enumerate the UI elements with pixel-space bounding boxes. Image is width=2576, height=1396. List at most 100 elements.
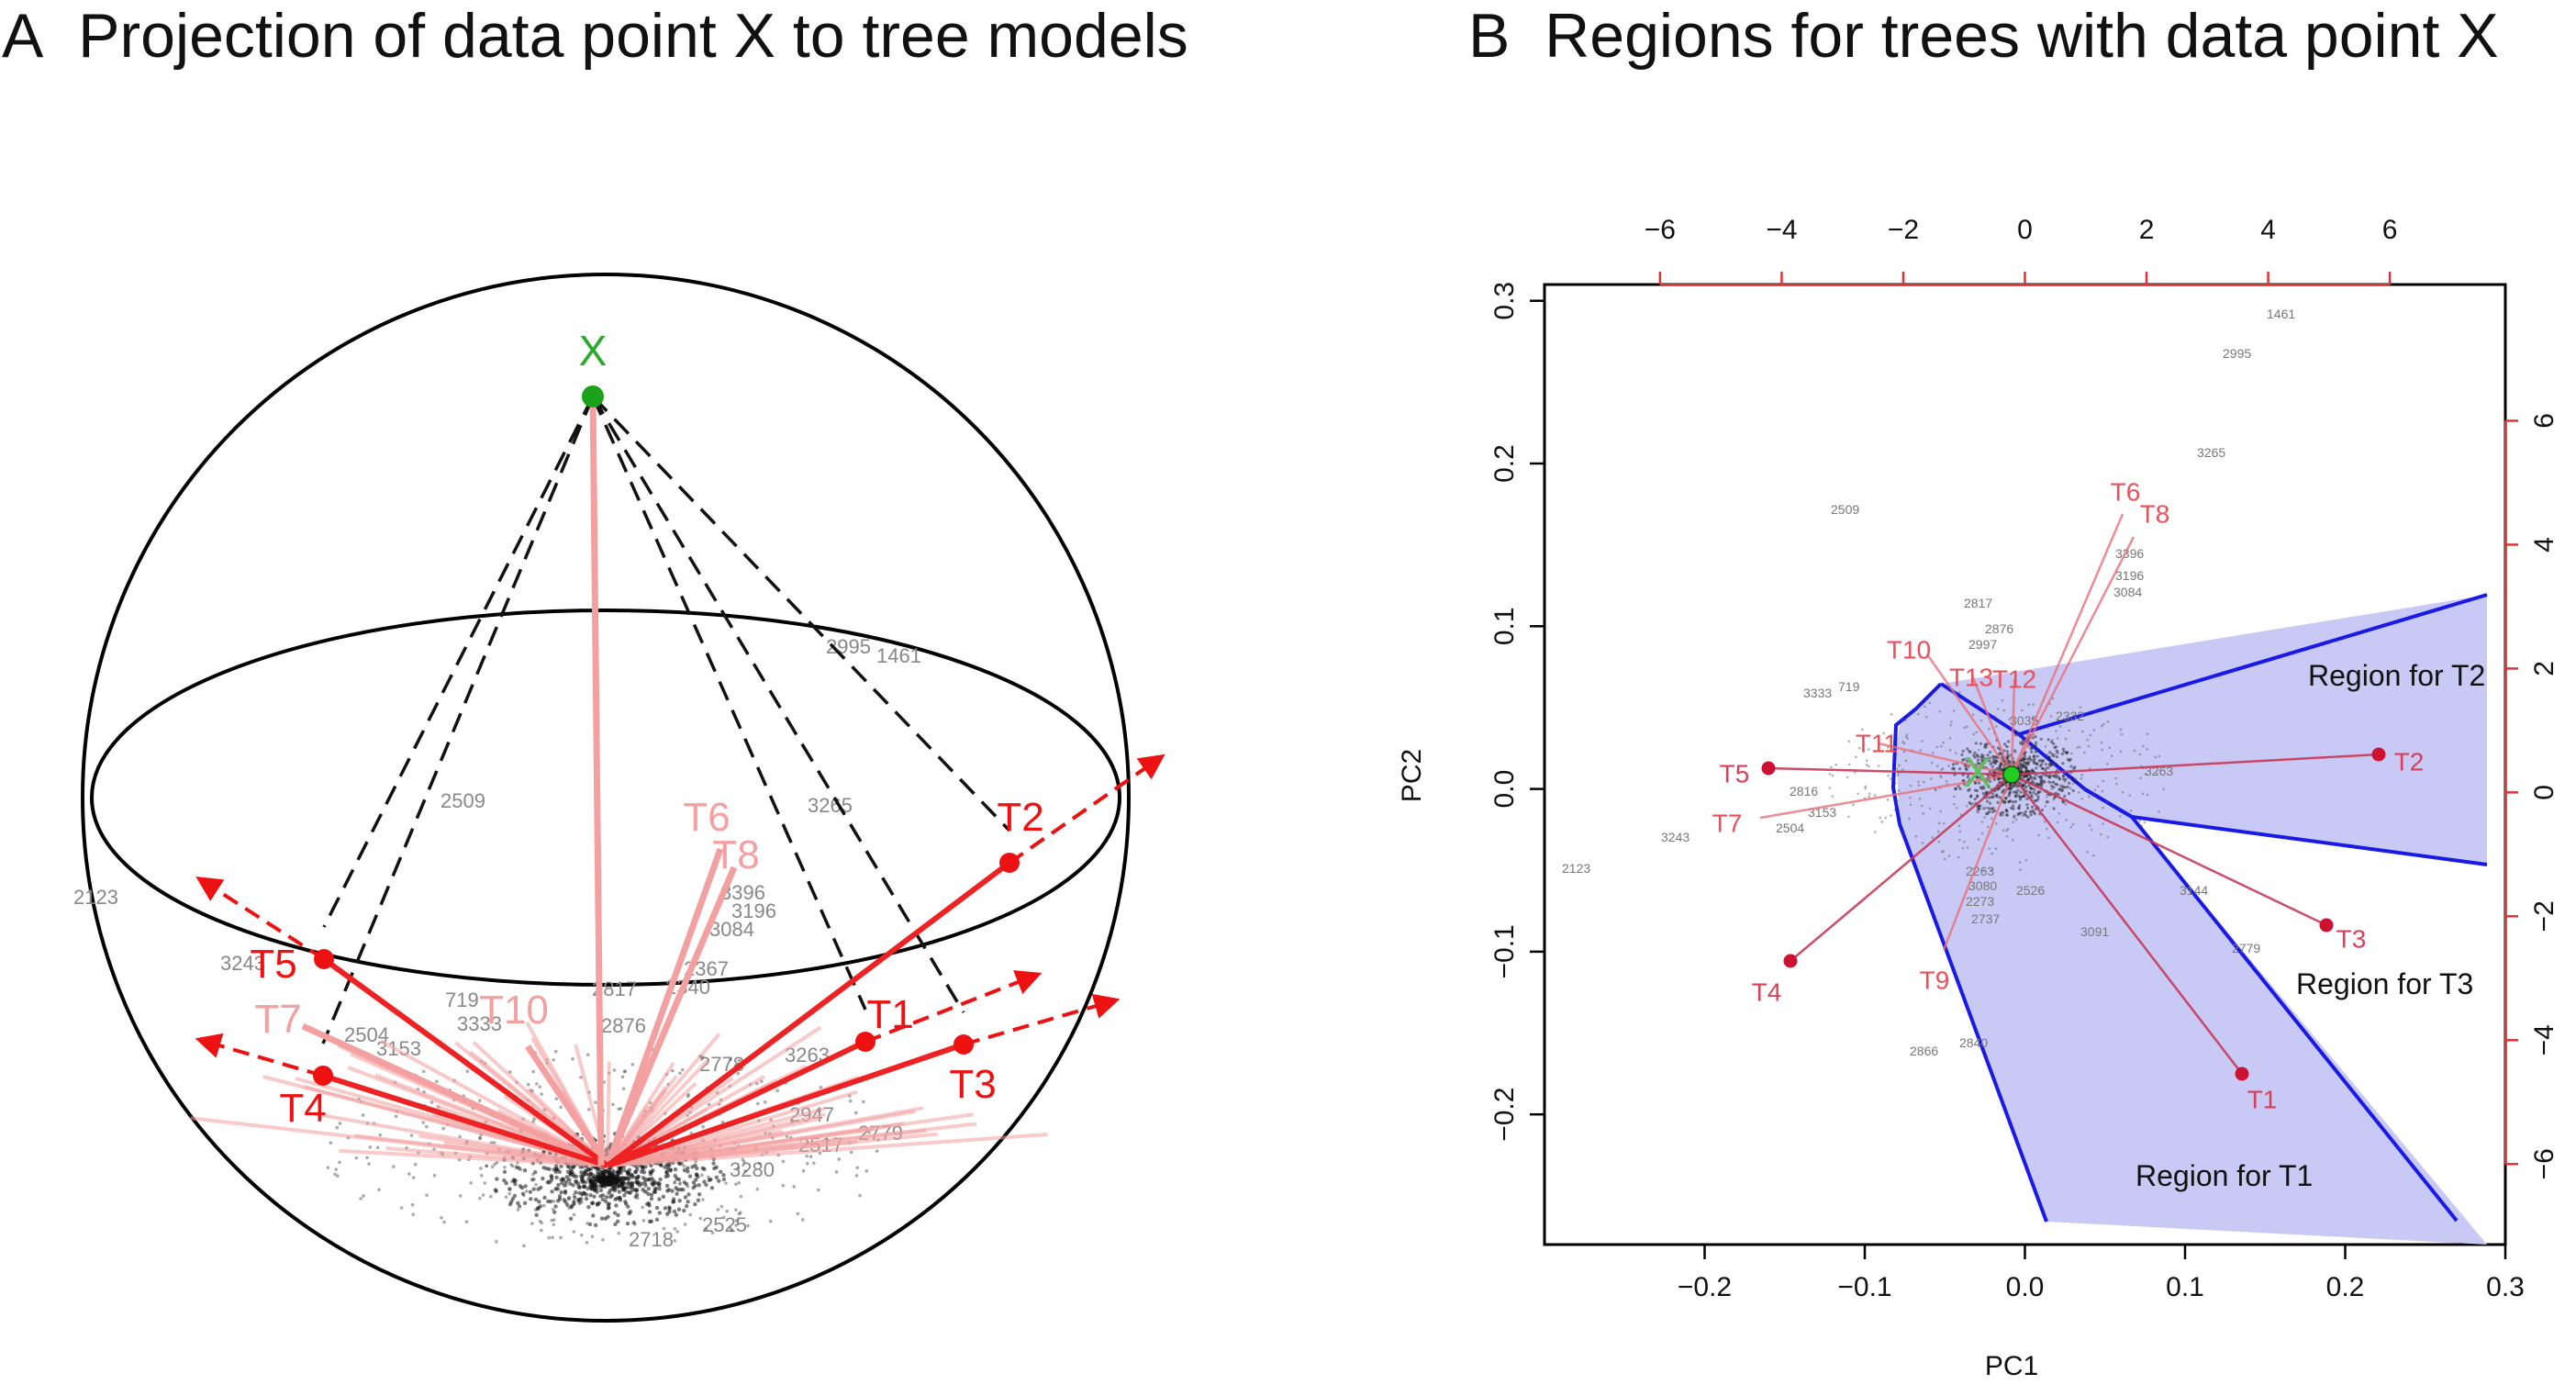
- tree-label-t1: T1: [866, 992, 913, 1037]
- cloud-dot: [535, 1082, 539, 1086]
- cloud-dot: [504, 1195, 508, 1199]
- cloud-dot: [2048, 758, 2052, 762]
- cloud-dot: [1987, 807, 1991, 810]
- cloud-dot: [1834, 763, 1837, 766]
- cloud-dot: [834, 1170, 839, 1174]
- faint-ray: [606, 1059, 709, 1167]
- cloud-dot: [568, 1172, 573, 1178]
- cloud-dot: [704, 1182, 708, 1188]
- cloud-dot: [737, 1058, 742, 1063]
- cloud-dot: [1890, 712, 1893, 716]
- cloud-dot: [533, 1169, 538, 1175]
- cloud-dot: [1976, 810, 1979, 813]
- tree-ray-t8: [2010, 536, 2136, 776]
- cloud-dot: [1920, 804, 1924, 808]
- tree-ray-t8: [604, 866, 738, 1167]
- cloud-dot: [681, 1187, 686, 1192]
- cloud-dot: [588, 1175, 593, 1179]
- cloud-dot: [611, 1102, 615, 1107]
- tree-point-t5: [314, 949, 334, 969]
- cloud-dot: [2012, 800, 2015, 804]
- cloud-dot: [2023, 794, 2026, 799]
- cloud-dot: [532, 1177, 536, 1181]
- cloud-dot: [2069, 825, 2073, 829]
- sample-id: 2840: [1959, 1035, 1988, 1050]
- cloud-dot: [1988, 759, 1991, 763]
- cloud-dot: [2069, 757, 2072, 762]
- cloud-dot: [1884, 816, 1888, 820]
- cloud-dot: [1973, 751, 1977, 754]
- cloud-dot: [1909, 796, 1912, 799]
- cloud-dot: [613, 1222, 618, 1227]
- cloud-dot: [674, 1186, 678, 1190]
- panel-b-title: B Regions for trees with data point X: [1468, 0, 2499, 72]
- cloud-dot: [2002, 814, 2005, 817]
- cloud-dot: [641, 1170, 647, 1175]
- cloud-dot: [530, 1178, 535, 1182]
- cloud-dot: [548, 1199, 553, 1204]
- cloud-dot: [540, 1092, 543, 1096]
- cloud-dot: [1986, 825, 1990, 829]
- tree-ray-t10: [1925, 653, 2013, 776]
- cloud-dot: [1922, 780, 1925, 784]
- cloud-dot: [2144, 773, 2147, 776]
- cloud-dot: [683, 1223, 687, 1226]
- cloud-dot: [533, 1208, 538, 1212]
- cloud-dot: [1953, 795, 1956, 799]
- cloud-dot: [2015, 734, 2019, 737]
- cloud-dot: [641, 1167, 645, 1171]
- cloud-dot: [1917, 780, 1920, 784]
- cloud-dot: [2009, 789, 2013, 793]
- cloud-dot: [539, 1185, 543, 1190]
- cloud-dot: [2143, 821, 2147, 824]
- cloud-dot: [737, 1180, 742, 1185]
- cloud-dot: [665, 1167, 670, 1172]
- cloud-dot: [440, 1215, 443, 1220]
- cloud-dot: [631, 1221, 636, 1225]
- cloud-dot: [538, 1085, 542, 1089]
- cloud-dot: [1994, 794, 1998, 798]
- cloud-dot: [2053, 753, 2057, 756]
- cloud-dot: [2013, 749, 2017, 753]
- cloud-dot: [608, 1182, 613, 1188]
- cloud-dot: [2018, 804, 2022, 808]
- cloud-dot: [2066, 776, 2069, 779]
- cloud-dot: [538, 1219, 542, 1223]
- cloud-dot: [1996, 787, 2000, 791]
- tree-label-t5: T5: [250, 942, 296, 987]
- cloud-dot: [378, 1133, 383, 1137]
- cloud-dot: [516, 1208, 520, 1212]
- cloud-dot: [492, 1141, 496, 1145]
- cloud-dot: [2086, 738, 2090, 742]
- cloud-dot: [1978, 776, 1981, 780]
- cloud-dot: [1989, 779, 1992, 783]
- cloud-dot: [432, 1173, 437, 1178]
- cloud-dot: [725, 1209, 730, 1213]
- cloud-dot: [580, 1200, 584, 1204]
- cloud-dot: [1954, 787, 1957, 790]
- cloud-dot: [858, 1193, 862, 1198]
- cloud-dot: [1975, 731, 1979, 734]
- tree-label-t2: T2: [997, 795, 1043, 840]
- cloud-dot: [683, 1195, 688, 1200]
- cloud-dot: [1990, 795, 1993, 799]
- sample-id: 2509: [1831, 502, 1859, 517]
- cloud-dot: [2034, 734, 2037, 739]
- cloud-dot: [652, 1187, 658, 1191]
- cloud-dot: [413, 1162, 418, 1167]
- cloud-dot: [853, 1111, 858, 1115]
- cloud-dot: [2004, 809, 2008, 812]
- cloud-dot: [2080, 776, 2083, 780]
- cloud-dot: [1874, 831, 1877, 833]
- cloud-dot: [1952, 709, 1956, 712]
- cloud-dot: [1873, 794, 1877, 797]
- cloud-dot: [2021, 784, 2025, 787]
- cloud-dot: [686, 1184, 690, 1189]
- cloud-dot: [630, 1175, 635, 1179]
- cloud-dot: [2045, 800, 2048, 804]
- sample-id: 2123: [73, 886, 118, 909]
- cloud-dot: [590, 1201, 596, 1205]
- cloud-dot: [649, 1163, 653, 1168]
- cloud-dot: [544, 1166, 549, 1171]
- cloud-dot: [677, 1198, 682, 1203]
